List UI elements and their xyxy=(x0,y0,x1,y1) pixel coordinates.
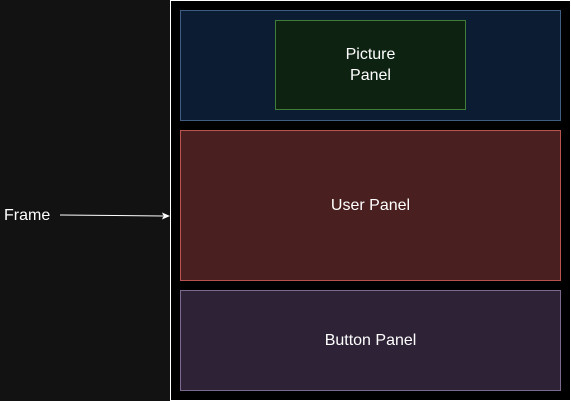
button-panel-label: Button Panel xyxy=(324,332,417,349)
user-panel: User Panel xyxy=(180,130,561,281)
user-panel-label: User Panel xyxy=(330,197,411,214)
picture-panel-label: Picture Panel xyxy=(345,46,396,84)
frame-label: Frame xyxy=(4,207,51,224)
picture-panel: Picture Panel xyxy=(275,20,466,110)
frame-arrow-head xyxy=(162,212,170,220)
button-panel: Button Panel xyxy=(180,290,561,391)
frame-arrow-line xyxy=(59,214,164,217)
